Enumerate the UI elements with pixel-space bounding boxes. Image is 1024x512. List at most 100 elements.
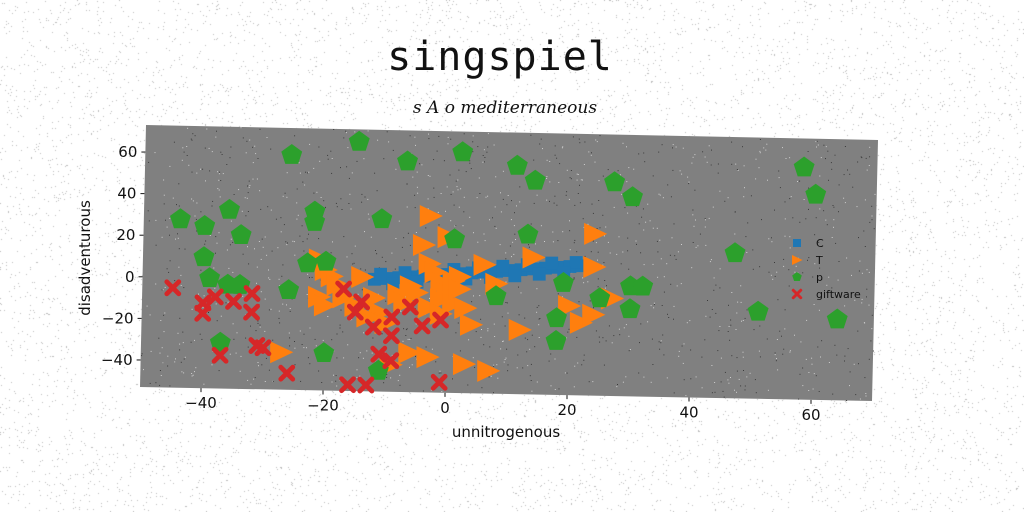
data-points bbox=[164, 130, 848, 394]
point-p bbox=[826, 308, 848, 329]
y-axis-ticks: −40 −20 0 20 40 60 bbox=[101, 143, 146, 369]
point-p bbox=[524, 169, 546, 190]
point-T bbox=[418, 252, 442, 275]
point-giftware bbox=[278, 364, 296, 382]
point-T bbox=[398, 341, 422, 364]
point-T bbox=[459, 313, 484, 336]
x-tick-label: 60 bbox=[801, 406, 820, 424]
point-C bbox=[374, 267, 387, 281]
point-p bbox=[219, 198, 240, 219]
point-T bbox=[452, 353, 477, 376]
point-giftware bbox=[164, 279, 182, 297]
point-giftware bbox=[382, 327, 400, 345]
point-p bbox=[545, 330, 567, 350]
point-T bbox=[416, 346, 440, 369]
point-p bbox=[546, 307, 567, 328]
legend-label-T: T bbox=[815, 254, 823, 267]
x-tick-label: 40 bbox=[679, 404, 698, 422]
point-giftware bbox=[243, 285, 261, 302]
point-C bbox=[496, 259, 510, 273]
point-p bbox=[199, 267, 221, 287]
point-p bbox=[170, 208, 191, 229]
point-p bbox=[371, 208, 393, 229]
point-p bbox=[724, 242, 746, 263]
point-C bbox=[398, 266, 412, 280]
point-T bbox=[436, 282, 460, 305]
x-axis-ticks: −40 −20 0 20 40 60 bbox=[185, 388, 821, 424]
point-C bbox=[508, 269, 522, 283]
point-p bbox=[348, 130, 370, 151]
point-p bbox=[632, 275, 654, 296]
legend-label-giftware: giftware bbox=[816, 288, 861, 301]
point-T bbox=[419, 205, 443, 228]
point-T bbox=[583, 256, 607, 279]
point-p bbox=[209, 331, 231, 352]
point-giftware bbox=[194, 304, 212, 322]
point-T bbox=[454, 297, 478, 320]
point-p bbox=[397, 150, 418, 171]
legend-marker-giftware bbox=[791, 288, 803, 300]
y-tick-label: −20 bbox=[102, 309, 134, 327]
x-tick-label: 20 bbox=[557, 401, 576, 419]
x-tick-label: −20 bbox=[307, 397, 339, 415]
point-T bbox=[522, 246, 546, 269]
point-T bbox=[387, 283, 411, 306]
point-giftware bbox=[413, 317, 431, 335]
point-p bbox=[793, 156, 815, 177]
point-giftware bbox=[225, 293, 242, 310]
point-p bbox=[553, 272, 574, 292]
point-T bbox=[405, 281, 429, 304]
point-giftware bbox=[370, 345, 388, 363]
point-T bbox=[356, 305, 380, 328]
point-giftware bbox=[430, 373, 448, 391]
point-T bbox=[508, 318, 532, 341]
series-giftware bbox=[164, 279, 449, 394]
point-p bbox=[589, 287, 611, 308]
point-p bbox=[485, 285, 507, 306]
point-giftware bbox=[357, 376, 375, 394]
point-T bbox=[270, 341, 294, 364]
point-T bbox=[448, 278, 472, 301]
point-p bbox=[230, 224, 252, 244]
point-p bbox=[506, 154, 528, 175]
point-giftware bbox=[383, 308, 401, 326]
point-p bbox=[622, 186, 643, 207]
point-p bbox=[604, 171, 626, 192]
point-p bbox=[444, 228, 466, 249]
point-p bbox=[805, 183, 827, 204]
point-p bbox=[278, 279, 300, 299]
figure-title: singspiel bbox=[387, 34, 613, 80]
legend-label-p: p bbox=[816, 271, 823, 284]
point-T bbox=[351, 265, 375, 288]
point-p bbox=[194, 215, 216, 235]
point-giftware bbox=[382, 352, 400, 370]
point-p bbox=[619, 298, 641, 319]
y-tick-label: 20 bbox=[116, 226, 135, 244]
point-C bbox=[532, 267, 546, 281]
point-p bbox=[304, 211, 326, 231]
x-axis-label: unnitrogenous bbox=[452, 423, 561, 441]
legend-label-C: C bbox=[816, 237, 824, 250]
y-tick-label: 0 bbox=[125, 268, 135, 286]
legend-marker-p bbox=[792, 272, 802, 281]
point-p bbox=[747, 300, 769, 321]
point-T bbox=[430, 271, 454, 294]
y-tick-label: 40 bbox=[117, 185, 136, 203]
point-p bbox=[517, 223, 539, 244]
legend: CTp giftware bbox=[791, 237, 861, 301]
point-T bbox=[473, 253, 497, 276]
point-p bbox=[313, 342, 335, 362]
legend-marker-T bbox=[792, 255, 803, 265]
point-T bbox=[584, 222, 608, 245]
point-T bbox=[569, 311, 593, 334]
point-giftware bbox=[364, 318, 382, 336]
point-p bbox=[452, 141, 474, 162]
y-tick-label: −40 bbox=[101, 351, 133, 369]
point-T bbox=[320, 265, 344, 288]
point-C bbox=[545, 256, 559, 270]
point-giftware bbox=[206, 288, 224, 306]
point-p bbox=[297, 252, 319, 273]
chart-subtitle: s A o mediterraneous bbox=[412, 98, 598, 118]
point-giftware bbox=[339, 376, 356, 394]
